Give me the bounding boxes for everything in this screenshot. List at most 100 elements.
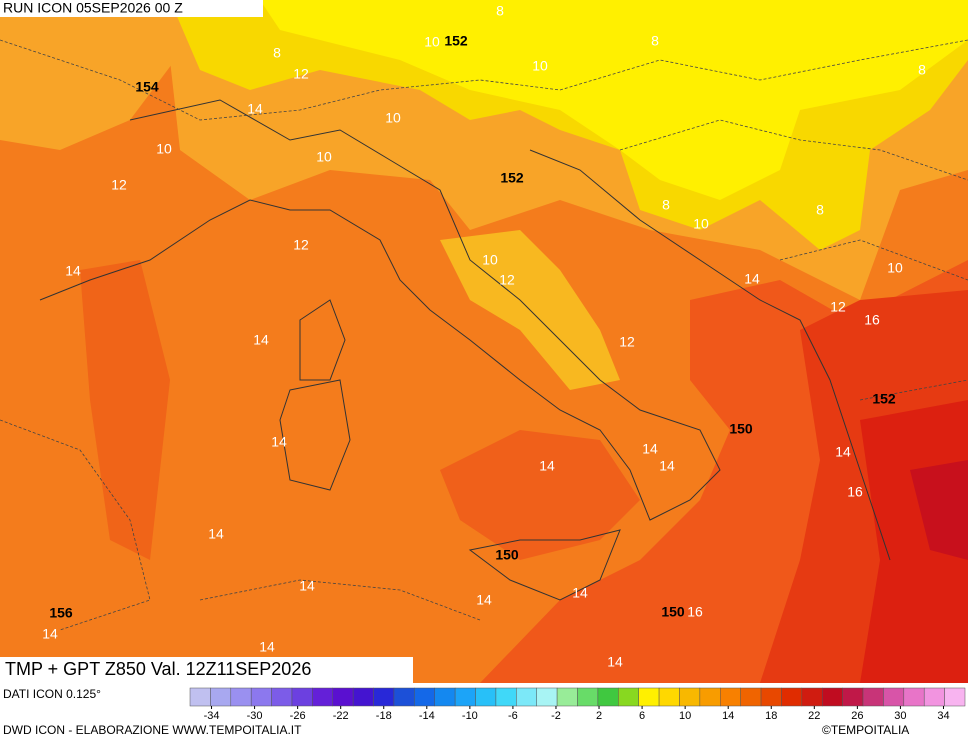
colorbar-tick-label: 10	[679, 710, 691, 722]
colorbar-swatch	[434, 687, 456, 707]
colorbar-swatch	[658, 687, 680, 707]
header-box	[0, 0, 263, 17]
isotherm-label: 14	[607, 654, 623, 670]
isotherm-label: 12	[619, 334, 635, 350]
colorbar-swatch	[801, 687, 823, 707]
colorbar-swatch	[862, 687, 884, 707]
run-label: RUN ICON 05SEP2026 00 Z	[3, 0, 183, 16]
colorbar-swatch	[536, 687, 558, 707]
colorbar-swatch	[250, 687, 272, 707]
isotherm-label: 14	[572, 585, 588, 601]
colorbar-tick-label: 6	[639, 710, 645, 722]
colorbar-tick-label: 30	[894, 710, 906, 722]
isotherm-label: 8	[816, 202, 824, 218]
colorbar-tick-label: -22	[333, 710, 349, 722]
colorbar-tick-label: 2	[596, 710, 602, 722]
coastline	[39, 99, 721, 521]
isotherm-label: 14	[835, 444, 851, 460]
isotherm-label: 14	[65, 263, 81, 279]
colorbar-tick-label: -30	[247, 710, 263, 722]
isotherm-label: 12	[293, 237, 309, 253]
copyright: ©TEMPOITALIA	[822, 723, 909, 737]
isotherm-label: 16	[687, 604, 703, 620]
colorbar-tick-label: 34	[937, 710, 949, 722]
colorbar-swatch	[699, 687, 721, 707]
colorbar-swatch	[740, 687, 762, 707]
isotherm-label: 10	[424, 34, 440, 50]
colorbar-swatch	[414, 687, 435, 707]
colorbar-tick-label: 18	[765, 710, 777, 722]
colorbar-tick-label: -2	[551, 710, 561, 722]
isotherm-label: 10	[156, 141, 172, 157]
colorbar-swatch	[271, 687, 293, 707]
isotherm-label: 8	[273, 45, 281, 61]
colorbar-tick-label: 22	[808, 710, 820, 722]
colorbar-label: DATI ICON 0.125°	[3, 687, 101, 701]
colorbar-swatch	[883, 687, 905, 707]
isotherm-label: 10	[693, 216, 709, 232]
colorbar-tick-label: -14	[419, 710, 435, 722]
colorbar-swatch	[475, 687, 497, 707]
colorbar-swatch	[291, 687, 313, 707]
colorbar-swatch	[618, 687, 639, 707]
colorbar-tick-label: 14	[722, 710, 734, 722]
geopotential-label: 150	[661, 604, 685, 620]
isotherm-label: 10	[532, 58, 548, 74]
border	[0, 39, 968, 631]
isotherm-label: 10	[385, 110, 401, 126]
isotherm-label: 8	[918, 62, 926, 78]
geopotential-label: 150	[729, 421, 753, 437]
colorbar-tick-label: -6	[508, 710, 518, 722]
isotherm-label: 14	[253, 332, 269, 348]
credit: DWD ICON - ELABORAZIONE WWW.TEMPOITALIA.…	[3, 723, 302, 737]
isotherm-label: 10	[316, 149, 332, 165]
isotherm-label: 14	[271, 434, 287, 450]
geopotential-label: 152	[872, 391, 896, 407]
geopotential-label: 156	[49, 605, 73, 621]
map-title: TMP + GPT Z850 Val. 12Z11SEP2026	[5, 659, 311, 679]
isotherm-label: 14	[744, 271, 760, 287]
colorbar-swatch	[516, 687, 537, 707]
geopotential-label: 152	[444, 33, 468, 49]
colorbar-swatch	[210, 687, 232, 707]
isotherm-label: 8	[496, 3, 504, 19]
isotherm-label: 14	[208, 526, 224, 542]
colorbar-swatch	[638, 687, 660, 707]
colorbar-tick-label: -34	[204, 710, 220, 722]
isotherm-label: 12	[499, 272, 515, 288]
isotherm-label: 14	[476, 592, 492, 608]
isotherm-label: 14	[42, 626, 58, 642]
colorbar-swatch	[903, 687, 925, 707]
colorbar-swatch	[454, 687, 476, 707]
colorbar-swatch	[577, 687, 599, 707]
isotherm-label: 12	[111, 177, 127, 193]
colorbar-swatch	[944, 687, 966, 707]
isotherm-label: 16	[847, 484, 863, 500]
colorbar-swatch	[679, 687, 701, 707]
colorbar-swatch	[393, 687, 415, 707]
geopotential-label: 150	[495, 547, 519, 563]
geopotential-label: 154	[135, 79, 159, 95]
isotherm-label: 12	[293, 66, 309, 82]
isotherm-label: 8	[662, 197, 670, 213]
colorbar-tick-label: 26	[851, 710, 863, 722]
cold-field	[260, 0, 968, 200]
isotherm-label: 8	[651, 33, 659, 49]
isotherm-label: 14	[659, 458, 675, 474]
isotherm-label: 10	[887, 260, 903, 276]
isotherm-label: 14	[259, 639, 275, 655]
colorbar-swatch	[781, 687, 803, 707]
colorbar-swatch	[923, 687, 945, 707]
coastline	[529, 149, 891, 561]
isotherm-label: 16	[864, 312, 880, 328]
isotherm-label: 14	[539, 458, 555, 474]
colorbar-swatch	[597, 687, 619, 707]
colorbar: -34 -30 -26 -22 -18 -14 -10 -6 -2 2 6 10 14 18 22 26 30 3…	[189, 687, 966, 722]
coastline	[279, 299, 621, 601]
hot-field	[80, 260, 170, 560]
colorbar-swatch	[556, 687, 578, 707]
colorbar-swatch	[230, 687, 252, 707]
isotherm-label: 14	[642, 441, 658, 457]
